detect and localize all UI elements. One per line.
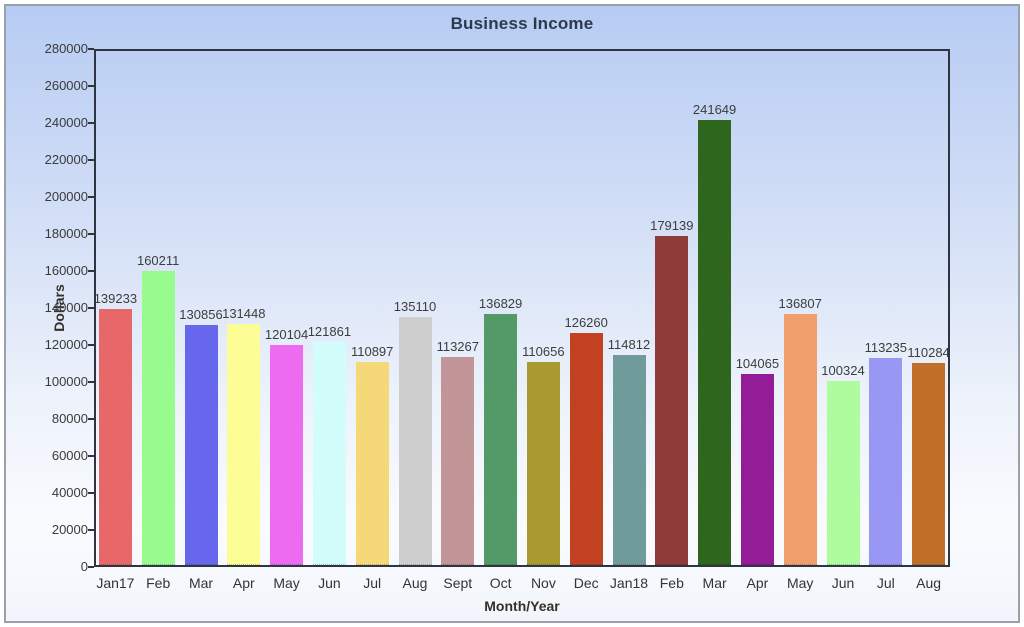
bar bbox=[740, 374, 774, 565]
bar bbox=[869, 357, 903, 565]
x-tick-label: Jan17 bbox=[96, 575, 135, 591]
x-axis-title: Month/Year bbox=[484, 598, 560, 614]
y-tick-mark bbox=[88, 48, 94, 50]
x-tick-label: Feb bbox=[146, 575, 171, 591]
bar bbox=[783, 313, 817, 565]
y-tick-label: 260000 bbox=[44, 78, 88, 93]
bar bbox=[698, 119, 732, 565]
bar-value-label: 131448 bbox=[222, 305, 266, 321]
x-tick-label: Apr bbox=[746, 575, 769, 591]
y-tick-label: 220000 bbox=[44, 152, 88, 167]
x-tick-label: Jun bbox=[831, 575, 855, 591]
y-tick-mark bbox=[88, 492, 94, 494]
bar bbox=[655, 235, 689, 565]
bar bbox=[569, 333, 603, 565]
plot-area bbox=[94, 49, 950, 567]
bar bbox=[398, 317, 432, 565]
x-tick-label: Mar bbox=[702, 575, 727, 591]
bar-value-label: 110656 bbox=[522, 344, 565, 360]
bar-value-label: 104065 bbox=[735, 356, 780, 372]
bar bbox=[98, 309, 132, 565]
y-tick-label: 20000 bbox=[51, 522, 88, 537]
y-tick-label: 160000 bbox=[44, 263, 88, 278]
x-tick-label: May bbox=[786, 575, 814, 591]
x-tick-label: Nov bbox=[530, 575, 556, 591]
y-tick-label: 80000 bbox=[51, 411, 88, 426]
y-tick-label: 100000 bbox=[44, 374, 88, 389]
y-tick-mark bbox=[88, 344, 94, 346]
y-tick-label: 140000 bbox=[44, 300, 88, 315]
bar bbox=[270, 344, 304, 565]
bar-value-label: 121861 bbox=[307, 323, 352, 339]
y-tick-mark bbox=[88, 270, 94, 272]
bar-value-label: 139233 bbox=[93, 291, 138, 307]
bar bbox=[355, 361, 389, 565]
bar-value-label: 110284 bbox=[907, 344, 950, 360]
bar bbox=[441, 357, 475, 565]
bar-value-label: 100324 bbox=[821, 363, 865, 379]
y-tick-label: 200000 bbox=[44, 189, 88, 204]
bar bbox=[912, 362, 946, 565]
chart-window: Business Income Dollars 0 20000 40000 60000… bbox=[4, 4, 1020, 623]
y-tick-mark bbox=[88, 529, 94, 531]
y-tick-label: 120000 bbox=[44, 337, 88, 352]
bar-value-label: 130856 bbox=[179, 306, 223, 322]
y-tick-mark bbox=[88, 307, 94, 309]
bar-value-label: 126260 bbox=[564, 315, 608, 331]
y-tick-mark bbox=[88, 122, 94, 124]
bar bbox=[484, 313, 518, 565]
bar-value-label: 179139 bbox=[650, 217, 694, 233]
chart-title: Business Income bbox=[450, 14, 594, 33]
bar-value-label: 136807 bbox=[778, 295, 822, 311]
x-tick-label: May bbox=[273, 575, 300, 591]
y-tick-label: 180000 bbox=[44, 226, 88, 241]
bar-value-label: 135110 bbox=[393, 299, 437, 315]
x-tick-label: Jul bbox=[363, 575, 382, 591]
y-tick-label: 240000 bbox=[44, 115, 88, 130]
y-tick-label: 40000 bbox=[51, 485, 88, 500]
bar bbox=[612, 354, 646, 565]
y-tick-label: 0 bbox=[80, 559, 88, 574]
bar-value-label: 110897 bbox=[350, 343, 394, 359]
x-tick-label: Dec bbox=[573, 575, 599, 591]
bar bbox=[826, 381, 860, 565]
x-tick-label: Jul bbox=[876, 575, 895, 591]
bar-value-label: 113235 bbox=[864, 339, 907, 355]
bar-value-label: 136829 bbox=[478, 295, 523, 311]
bar-value-label: 113267 bbox=[436, 339, 479, 355]
y-tick-label: 60000 bbox=[51, 448, 88, 463]
x-tick-label: Feb bbox=[659, 575, 684, 591]
x-tick-label: Aug bbox=[402, 575, 428, 591]
bar bbox=[526, 362, 560, 565]
y-tick-mark bbox=[88, 159, 94, 161]
x-tick-label: Aug bbox=[916, 575, 942, 591]
x-tick-label: Apr bbox=[232, 575, 255, 591]
y-tick-mark bbox=[88, 418, 94, 420]
y-tick-mark bbox=[88, 85, 94, 87]
bar-value-label: 114812 bbox=[607, 336, 651, 352]
bar bbox=[141, 270, 175, 565]
x-tick-label: Sept bbox=[443, 575, 473, 591]
y-tick-mark bbox=[88, 566, 94, 568]
y-tick-mark bbox=[88, 196, 94, 198]
y-tick-mark bbox=[88, 381, 94, 383]
x-tick-label: Jun bbox=[318, 575, 341, 591]
x-tick-label: Mar bbox=[188, 575, 214, 591]
bar-value-label: 241649 bbox=[692, 101, 737, 117]
x-tick-label: Oct bbox=[489, 575, 512, 591]
y-tick-mark bbox=[88, 455, 94, 457]
y-tick-mark bbox=[88, 233, 94, 235]
y-tick-label: 280000 bbox=[44, 41, 88, 56]
bar-value-label: 160211 bbox=[136, 252, 180, 268]
bar bbox=[184, 324, 218, 565]
bar bbox=[227, 323, 261, 565]
bar bbox=[312, 341, 346, 565]
x-tick-label: Jan18 bbox=[609, 575, 649, 591]
bar-value-label: 120104 bbox=[264, 326, 309, 342]
